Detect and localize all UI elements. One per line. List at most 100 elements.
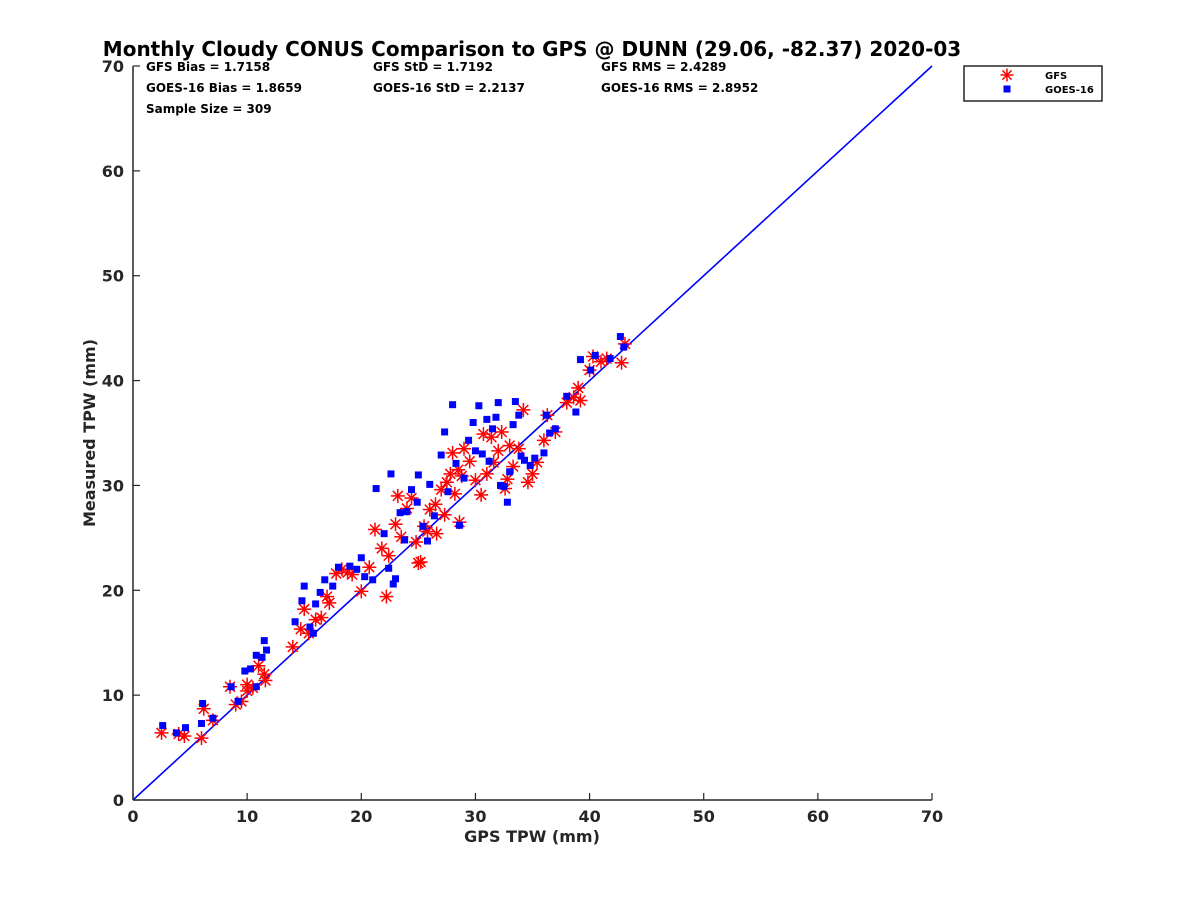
goes16-points [159,333,628,737]
goes16-point [455,521,463,529]
goes16-point [572,408,580,416]
y-tick-label: 50 [102,267,124,286]
gfs-point [502,438,517,453]
goes16-point [306,623,314,631]
goes16-point [380,530,388,538]
goes16-point [357,554,365,562]
gfs-point [297,602,312,617]
gfs-point [525,466,540,481]
goes16-point [182,724,190,732]
gfs-point [314,610,329,625]
goes16-point [616,333,624,341]
goes16-point [209,714,217,722]
legend-gfs-marker [1000,68,1014,82]
gfs-point [345,567,360,582]
gfs-point [258,673,273,688]
x-tick-label: 20 [350,807,372,826]
goes16-point [475,402,483,410]
goes16-point [252,651,260,659]
one-to-one-line [132,65,933,801]
goes16-point [517,452,525,460]
gfs-point [362,560,377,575]
goes16-point [199,700,207,708]
gfs-point [484,430,499,445]
reference-line-layer [132,65,933,801]
goes16-point [258,653,266,661]
goes16-point [509,421,517,429]
gfs-point [474,487,489,502]
goes16-point [329,582,337,590]
y-tick-label: 30 [102,476,124,495]
y-tick-label: 0 [113,791,124,810]
x-tick-label: 40 [578,807,600,826]
gfs-point [462,454,477,469]
y-axis-label: Measured TPW (mm) [80,339,99,527]
x-axis-label: GPS TPW (mm) [464,827,600,846]
gfs-point [571,380,586,395]
legend: GFS GOES-16 [963,65,1103,102]
goes16-point [591,351,599,359]
x-tick-label: 70 [921,807,943,826]
gfs-point [390,488,405,503]
x-tick-label: 50 [693,807,715,826]
goes16-std-label: GOES-16 StD = 2.2137 [373,81,525,95]
goes16-point [309,629,317,637]
y-tick-label: 60 [102,162,124,181]
goes16-point [576,356,584,364]
goes16-point [334,563,342,571]
goes16-point [321,576,329,584]
gfs-point [379,589,394,604]
gfs-point [177,729,192,744]
goes16-point [247,665,255,673]
gfs-point [468,473,483,488]
goes16-point [471,447,479,455]
goes16-point [353,565,361,573]
goes16-point [252,683,260,691]
tick-marks [132,65,933,801]
goes16-point [620,343,628,351]
gfs-point [409,535,424,550]
goes16-point [387,470,395,478]
gfs-point [413,554,428,569]
gfs-point [381,548,396,563]
goes16-point [408,486,416,494]
goes16-point [369,576,377,584]
goes16-point [515,411,523,419]
gfs-point [285,639,300,654]
gfs-point [251,658,266,673]
gfs-rms-label: GFS RMS = 2.4289 [601,60,726,74]
gfs-point [494,424,509,439]
goes16-point [389,580,397,588]
stats-annotations: GFS Bias = 1.7158 GFS StD = 1.7192 GFS R… [146,60,758,116]
gfs-point [411,556,426,571]
gfs-point [445,445,460,460]
goes16-point [526,462,534,470]
goes16-point [511,398,519,406]
goes16-point [423,537,431,545]
goes16-point [503,498,511,506]
y-tick-label: 70 [102,57,124,76]
goes16-point [465,436,473,444]
gfs-point [479,466,494,481]
gfs-point [322,595,337,610]
goes16-point [361,573,369,581]
gfs-std-label: GFS StD = 1.7192 [373,60,493,74]
gfs-point [194,731,209,746]
goes16-point [546,429,554,437]
goes16-point [159,722,167,730]
legend-gfs-label: GFS [1045,71,1067,82]
goes16-rms-label: GOES-16 RMS = 2.8952 [601,81,758,95]
gfs-point [536,433,551,448]
goes16-point [469,419,477,427]
goes16-point [172,729,180,737]
goes16-point [444,488,452,496]
goes16-point [540,449,548,457]
goes16-point [403,508,411,516]
goes16-point [396,509,404,517]
goes16-point [413,498,421,506]
goes16-point [606,355,614,363]
gfs-point [388,517,403,532]
goes16-point [426,480,434,488]
goes16-point [494,399,502,407]
goes16-point [300,582,308,590]
